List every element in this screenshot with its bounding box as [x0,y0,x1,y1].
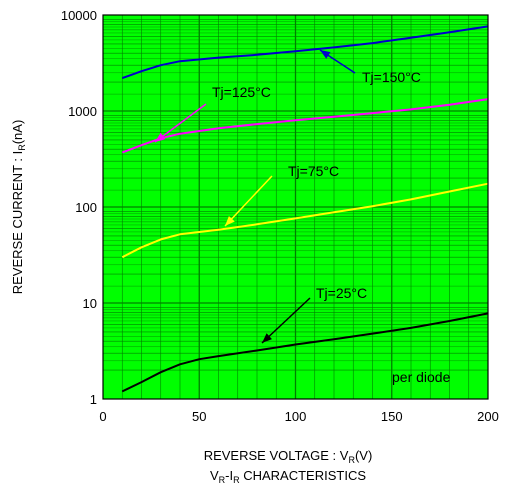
y-axis-label-sub: R [17,144,27,151]
label-arrow-head-3 [262,333,272,343]
series-label-3: Tj=25°C [316,285,367,301]
series-label-1: Tj=125°C [212,84,271,100]
chart-title-b-sub: R [233,475,240,485]
chart-title-a: V [210,468,219,483]
y-axis-label: REVERSE CURRENT : IR(nA) [10,120,27,295]
x-tick-label: 50 [192,409,206,424]
x-tick-label: 0 [99,409,106,424]
y-axis-label-pre: REVERSE CURRENT : I [10,151,25,295]
chart-title-a-sub: R [219,475,226,485]
y-tick-label: 1 [90,392,97,407]
y-axis-label-post: (nA) [10,120,25,145]
label-arrow-line-1 [154,103,207,143]
series-line-2 [121,182,489,259]
annotations: Tj=150°C Tj=125°C Tj=75°C Tj=25°C per diode [154,49,451,385]
label-arrow-head-1 [155,132,166,142]
series-label-0: Tj=150°C [362,69,421,85]
x-axis-label-sub: R [348,455,355,465]
x-axis-label-pre: REVERSE VOLTAGE : V [204,448,349,463]
y-tick-label: 1000 [68,104,97,119]
y-tick-labels: 1 10 100 1000 10000 [61,8,97,407]
grid-lines [103,15,488,399]
x-tick-label: 150 [381,409,403,424]
series-line-3 [121,312,489,393]
plot-frame [102,14,489,400]
series-line-0 [121,25,489,80]
label-arrow-line-2 [224,175,273,227]
y-tick-label: 10000 [61,8,97,23]
x-tick-label: 100 [285,409,307,424]
chart-title-mid: -I [225,468,233,483]
per-diode-note: per diode [392,369,451,385]
y-tick-label: 10 [83,296,97,311]
chart-title: VR-IR CHARACTERISTICS [210,468,366,485]
chart-title-rest: CHARACTERISTICS [240,468,367,483]
x-axis-label-post: (V) [355,448,372,463]
series-label-2: Tj=75°C [288,163,339,179]
x-tick-labels: 0 50 100 150 200 [99,409,498,424]
x-axis-label: REVERSE VOLTAGE : VR(V) [204,448,373,465]
label-arrow-head-0 [320,50,331,59]
label-arrow-line-3 [261,297,311,344]
y-tick-label: 100 [75,200,97,215]
x-tick-label: 200 [477,409,499,424]
label-arrow-head-2 [225,216,235,226]
